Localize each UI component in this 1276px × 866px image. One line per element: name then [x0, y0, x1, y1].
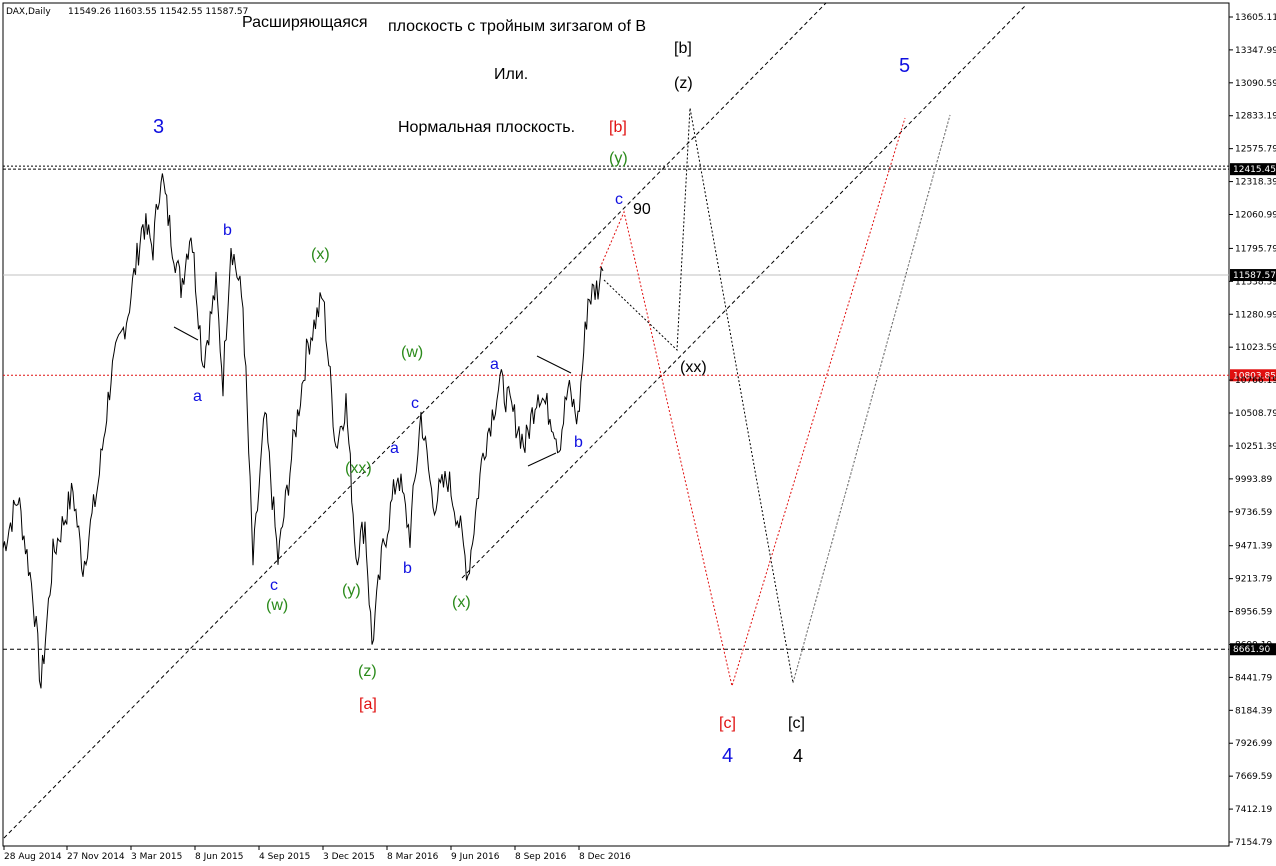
wave-label-w-low: (w) [266, 597, 288, 614]
ohlc-readout: 11549.26 11603.55 11542.55 11587.57 [68, 7, 248, 17]
wave-label-y-top: (y) [609, 150, 628, 167]
trend-segment [173, 326, 199, 341]
time-axis: 28 Aug 2014 27 Nov 2014 3 Mar 2015 8 Jun 20… [3, 846, 631, 862]
y-tick-label: 12060.99 [1235, 210, 1276, 220]
level-tag-bg [1230, 643, 1276, 656]
black-projection-path [603, 107, 951, 684]
level-tag-label: 8661.90 [1233, 645, 1270, 655]
trend-segment [536, 355, 572, 374]
wave-label-x-upper: (x) [311, 246, 330, 263]
wave-label-xx-right: (xx) [680, 359, 707, 376]
wave-label-c-mid: c [411, 395, 419, 412]
y-tick-label: 12833.19 [1235, 112, 1276, 122]
y-tick-label: 9993.89 [1235, 475, 1272, 485]
wave-label-4-black: 4 [793, 746, 803, 766]
x-tick-label: 9 Jun 2016 [451, 852, 500, 862]
level-tag-bg [1230, 269, 1276, 282]
y-tick-label: 7412.19 [1235, 805, 1272, 815]
channel-line [461, 4, 1027, 579]
level-tag-bg [1230, 163, 1276, 176]
price-line [2, 173, 604, 689]
wave-label-xx-mid: (xx) [345, 460, 372, 477]
horizontal-levels: 12415.45 11587.57 10803.85 8661.90 [3, 163, 1276, 656]
x-tick-label: 27 Nov 2014 [67, 852, 125, 862]
y-tick-label: 7669.59 [1235, 772, 1272, 782]
y-tick-label: 7926.99 [1235, 739, 1272, 749]
x-tick-label: 8 Dec 2016 [579, 852, 631, 862]
price-series [2, 173, 604, 689]
wave-label-b-low: b [403, 560, 412, 577]
gray-projection-path [792, 114, 951, 684]
wave-label-a-mid: a [490, 356, 499, 373]
y-tick-label: 10251.39 [1235, 442, 1276, 452]
title-line1-left: Расширяющаяся [242, 14, 368, 31]
y-tick-label: 8956.59 [1235, 608, 1272, 618]
x-tick-label: 8 Sep 2016 [515, 852, 567, 862]
wave-label-c-top: c [615, 191, 623, 208]
x-tick-label: 28 Aug 2014 [4, 852, 62, 862]
y-tick-label: 13090.59 [1235, 79, 1276, 89]
x-tick-label: 8 Jun 2015 [195, 852, 243, 862]
wave-label-c-bracket-red: [c] [719, 715, 736, 732]
annotation-90: 90 [633, 201, 651, 218]
wave-label-c-bracket-black: [c] [788, 715, 805, 732]
projection-paths [599, 107, 951, 688]
y-tick-label: 10508.79 [1235, 409, 1276, 419]
y-tick-label: 9736.59 [1235, 508, 1272, 518]
symbol-label: DAX,Daily [6, 7, 51, 17]
y-tick-label: 8184.39 [1235, 706, 1272, 716]
y-tick-label: 9213.79 [1235, 575, 1272, 585]
price-axis: 13605.11 13347.99 13090.59 12833.19 12575.79… [1229, 13, 1276, 848]
wave-label-a-low: a [390, 440, 399, 457]
wave-label-c-low: c [270, 577, 278, 594]
y-tick-label: 7154.79 [1235, 838, 1272, 848]
wave-label-x-low: (x) [452, 594, 471, 611]
wave-label-b-bracket: [b] [674, 40, 692, 57]
wave-label-4-blue: 4 [722, 745, 733, 767]
level-tag-label: 10803.85 [1233, 371, 1276, 381]
y-tick-label: 11280.99 [1235, 310, 1276, 320]
level-tag-bg [1230, 369, 1276, 382]
y-tick-label: 11795.79 [1235, 244, 1276, 254]
level-tag-label: 12415.45 [1233, 165, 1276, 175]
wave-label-b-upper: b [223, 222, 232, 239]
x-tick-label: 3 Dec 2015 [323, 852, 375, 862]
y-tick-label: 8699.19 [1235, 640, 1272, 650]
trend-segment [527, 452, 557, 467]
title-line3-tag: [b] [609, 119, 627, 136]
x-tick-label: 4 Sep 2015 [259, 852, 310, 862]
y-tick-label: 9471.39 [1235, 542, 1272, 552]
x-tick-label: 8 Mar 2016 [387, 852, 439, 862]
y-tick-label: 11538.39 [1235, 277, 1276, 287]
y-tick-label: 8441.79 [1235, 673, 1272, 683]
wave-label-5-blue: 5 [899, 55, 910, 77]
y-tick-label: 13605.11 [1235, 13, 1276, 23]
channel-line [3, 2, 827, 839]
y-tick-label: 10766.19 [1235, 376, 1276, 386]
title-line2: Или. [494, 66, 528, 83]
wave-label-3: 3 [153, 116, 164, 138]
y-tick-label: 12575.79 [1235, 145, 1276, 155]
wave-label-a-upper: a [193, 388, 202, 405]
title-line3: Нормальная плоскость. [398, 119, 575, 136]
channel-lines [3, 2, 1027, 839]
wave-label-w-mid: (w) [401, 344, 423, 361]
y-tick-label: 13347.99 [1235, 46, 1276, 56]
x-tick-label: 3 Mar 2015 [131, 852, 182, 862]
level-tag-label: 11587.57 [1233, 271, 1276, 281]
wave-label-b-right: b [574, 434, 583, 451]
y-tick-label: 11023.59 [1235, 343, 1276, 353]
red-projection-path [599, 117, 906, 688]
title-line1-right: плоскость с тройным зигзагом of B [388, 18, 646, 35]
wave-label-z-low: (z) [358, 663, 377, 680]
wave-label-a-bracket: [a] [359, 696, 377, 713]
wave-label-y-low: (y) [342, 582, 361, 599]
y-tick-label: 12318.39 [1235, 178, 1276, 188]
wave-label-z-top: (z) [674, 75, 693, 92]
